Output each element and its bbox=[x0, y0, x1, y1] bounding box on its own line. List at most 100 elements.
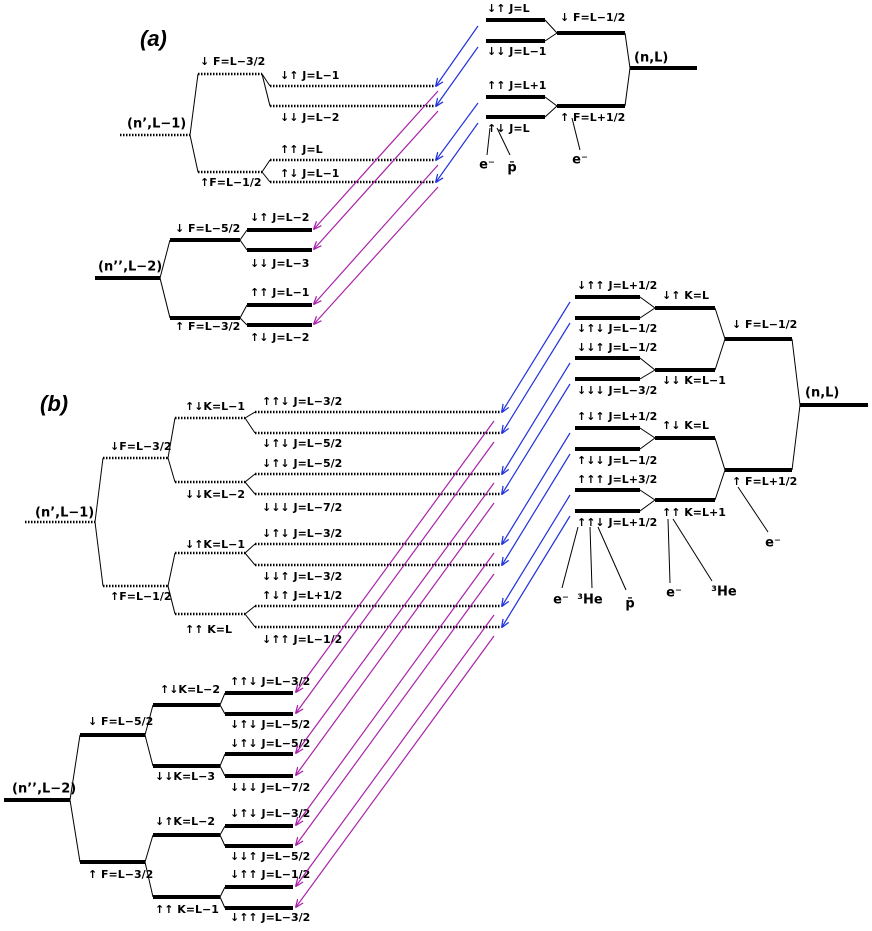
J-label: ↑↑↓ J=L−3/2 bbox=[230, 675, 310, 688]
connector bbox=[544, 19, 558, 34]
K-label: ↑↓K=L−1 bbox=[185, 400, 245, 413]
transition-arrow bbox=[502, 362, 571, 474]
connector bbox=[159, 277, 171, 319]
transition-arrow bbox=[296, 635, 495, 907]
J-label: ↓↑↓ J=L−3/2 bbox=[230, 807, 310, 820]
connector bbox=[639, 437, 656, 450]
connector bbox=[244, 473, 256, 483]
J-label: ↑↑ J=L−1 bbox=[250, 286, 309, 299]
connector bbox=[714, 307, 726, 340]
connector bbox=[94, 521, 104, 587]
J-label: ↓↓↑ J=L−5/2 bbox=[230, 850, 310, 863]
J-label: ↑↑ J=L bbox=[280, 143, 323, 156]
connector bbox=[244, 417, 256, 434]
pointer bbox=[737, 486, 769, 533]
connector bbox=[219, 692, 226, 706]
J-label: ↑↑ J=L+1 bbox=[487, 79, 546, 92]
pointer bbox=[597, 526, 627, 591]
connector bbox=[167, 457, 176, 483]
transition-arrow bbox=[296, 573, 495, 845]
connector bbox=[94, 457, 104, 523]
pointer bbox=[571, 117, 581, 151]
J-label: ↓↓↑ J=L−3/2 bbox=[262, 570, 342, 583]
F-label: ↓ F=L−3/2 bbox=[200, 55, 265, 68]
F-label: ↑ F=L−3/2 bbox=[175, 320, 240, 333]
connector bbox=[144, 734, 154, 767]
J-label: ↓↑↓ J=L−5/2 bbox=[262, 437, 342, 450]
connector bbox=[189, 134, 199, 173]
state-label: (n’,L−1) bbox=[35, 506, 94, 521]
pointer bbox=[667, 518, 671, 584]
connector bbox=[239, 304, 248, 319]
F-label: ↓ F=L−5/2 bbox=[175, 222, 240, 235]
connector bbox=[261, 73, 271, 87]
J-label: ↓↓↓ J=L−7/2 bbox=[262, 501, 342, 514]
transition-arrow bbox=[314, 164, 439, 304]
pointer bbox=[486, 127, 491, 156]
transition-arrow bbox=[296, 614, 495, 886]
connector bbox=[219, 753, 226, 767]
F-label: ↓ F=L−1/2 bbox=[732, 318, 797, 331]
J-label: ↓↑↑ J=L−1/2 bbox=[230, 868, 310, 881]
state-label: (n,L) bbox=[634, 51, 668, 66]
K-label: ↓↓K=L−2 bbox=[185, 488, 245, 501]
J-label: ↓↓↓ J=L−7/2 bbox=[230, 781, 310, 794]
J-label: ↓↑↓ J=L−5/2 bbox=[230, 718, 310, 731]
connector bbox=[159, 239, 171, 279]
connector bbox=[167, 585, 176, 615]
pointer bbox=[589, 526, 593, 589]
J-label: ↓↓ J=L−3 bbox=[250, 257, 309, 270]
J-label: ↓↑↑ J=L+1/2 bbox=[577, 279, 657, 292]
state-label: (n’’,L−2) bbox=[12, 782, 76, 797]
particle-label: e⁻ bbox=[479, 158, 495, 173]
F-label: ↓F=L−3/2 bbox=[110, 440, 172, 453]
connector bbox=[239, 239, 248, 251]
connector bbox=[639, 369, 656, 380]
connector bbox=[261, 159, 271, 173]
J-label: ↓↑↓ J=L−5/2 bbox=[230, 737, 310, 750]
connector bbox=[544, 96, 558, 107]
particle-label: p̄ bbox=[625, 597, 634, 612]
panel-label: (b) bbox=[40, 391, 68, 416]
particle-label: ³He bbox=[711, 585, 737, 600]
K-label: ↑↓ K=L bbox=[662, 419, 709, 432]
J-label: ↑↑↓ J=L−3/2 bbox=[262, 395, 342, 408]
connector bbox=[69, 734, 81, 801]
F-label: ↑ F=L+1/2 bbox=[560, 111, 625, 124]
K-label: ↓↓ K=L−1 bbox=[662, 374, 726, 387]
F-label: ↑F=L−1/2 bbox=[200, 176, 262, 189]
transition-arrow bbox=[296, 482, 495, 753]
state-label: (n,L) bbox=[805, 386, 839, 401]
connector bbox=[639, 307, 656, 319]
particle-label: e⁻ bbox=[765, 536, 781, 551]
connector bbox=[144, 834, 154, 863]
transition-arrow bbox=[436, 46, 479, 106]
transition-arrow bbox=[502, 494, 571, 606]
transition-arrow bbox=[502, 515, 571, 627]
connector bbox=[261, 73, 271, 107]
particle-label: e⁻ bbox=[666, 586, 682, 601]
connector bbox=[244, 613, 256, 628]
state-label: (n’,L−1) bbox=[127, 117, 186, 132]
transition-arrow bbox=[296, 552, 495, 825]
transition-arrow bbox=[296, 441, 495, 713]
F-label: ↑F=L−1/2 bbox=[110, 590, 172, 603]
connector bbox=[219, 704, 226, 715]
particle-label: e⁻ bbox=[553, 593, 569, 608]
J-label: ↓↑ J=L bbox=[487, 2, 530, 15]
transition-arrow bbox=[314, 90, 439, 229]
K-label: ↑↑ K=L+1 bbox=[662, 506, 726, 519]
pointer bbox=[561, 526, 579, 589]
F-label: ↑ F=L−3/2 bbox=[88, 868, 153, 881]
transition-arrow bbox=[436, 122, 479, 182]
J-label: ↑↓↑ J=L+1/2 bbox=[262, 589, 342, 602]
pointer bbox=[672, 518, 713, 582]
connector bbox=[244, 552, 256, 566]
transition-arrow bbox=[296, 502, 495, 775]
connector bbox=[714, 469, 726, 501]
connector bbox=[544, 32, 558, 42]
panel-label: (a) bbox=[140, 26, 167, 51]
J-label: ↑↓↑ J=L+1/2 bbox=[577, 410, 657, 423]
connector bbox=[239, 229, 248, 241]
connector bbox=[219, 886, 226, 898]
